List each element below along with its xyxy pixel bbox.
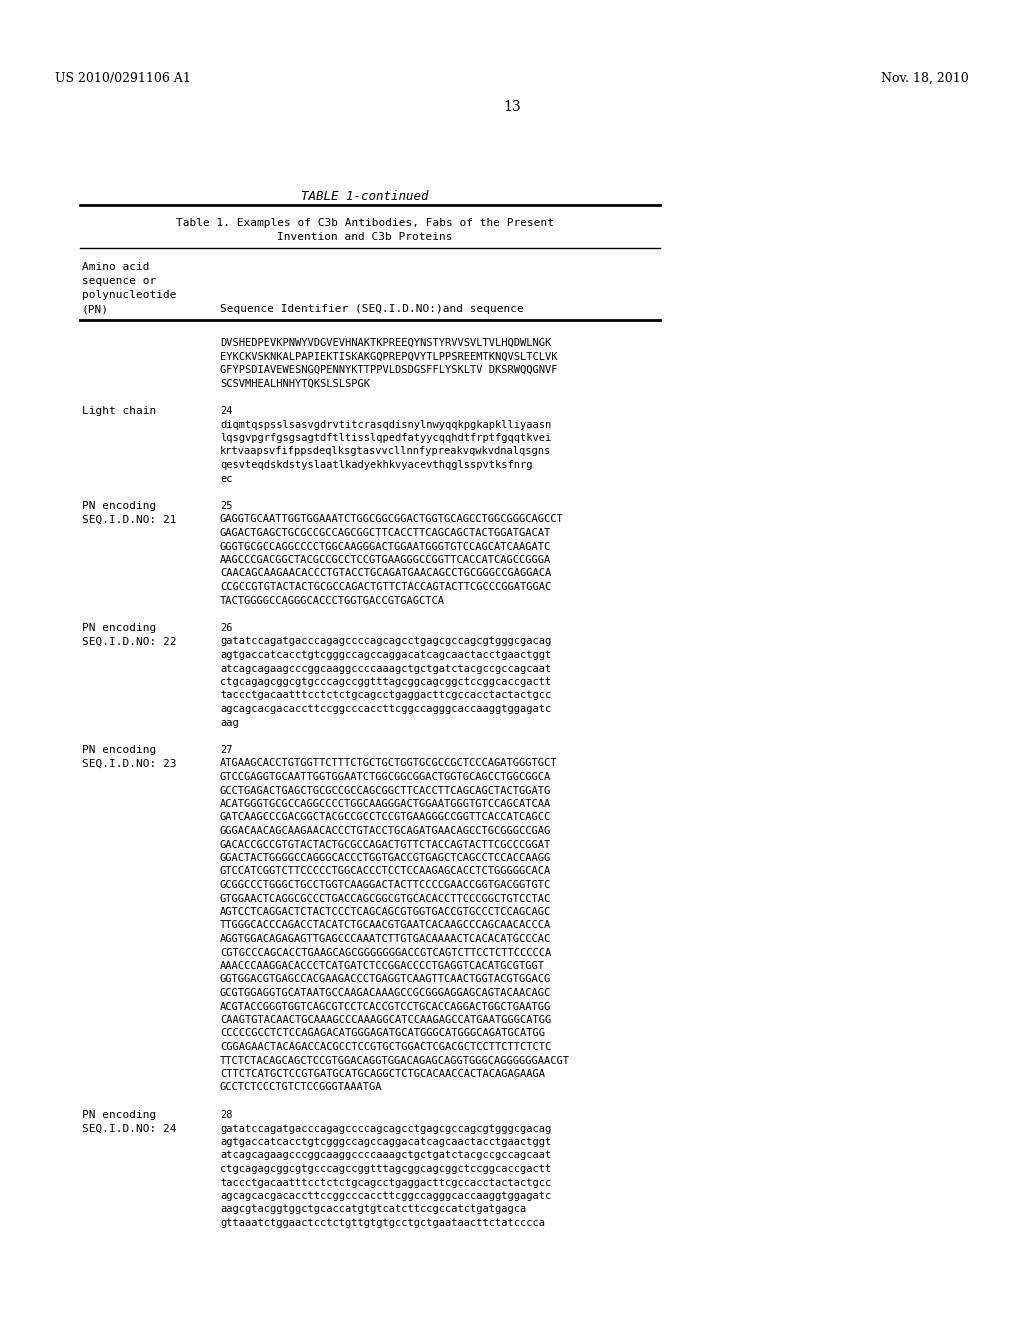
Text: gatatccagatgacccagagccccagcagcctgagcgccagcgtgggcgacag: gatatccagatgacccagagccccagcagcctgagcgcca…	[220, 1123, 551, 1134]
Text: ATGAAGCACCTGTGGTTCTTTCTGCTGCTGGTGCGCCGCTCCCAGATGGGTGCT: ATGAAGCACCTGTGGTTCTTTCTGCTGCTGGTGCGCCGCT…	[220, 759, 557, 768]
Text: AAGCCCGACGGCTACGCCGCCTCCGTGAAGGGCCGGTTCACCATCAGCCGGGA: AAGCCCGACGGCTACGCCGCCTCCGTGAAGGGCCGGTTCA…	[220, 554, 551, 565]
Text: GAGGTGCAATTGGTGGAAATCTGGCGGCGGACTGGTGCAGCCTGGCGGGCAGCCT: GAGGTGCAATTGGTGGAAATCTGGCGGCGGACTGGTGCAG…	[220, 515, 564, 524]
Text: SCSVMHEALHNHYTQKSLSLSPGK: SCSVMHEALHNHYTQKSLSLSPGK	[220, 379, 370, 388]
Text: GTCCGAGGTGCAATTGGTGGAATCTGGCGGCGGACTGGTGCAGCCTGGCGGCA: GTCCGAGGTGCAATTGGTGGAATCTGGCGGCGGACTGGTG…	[220, 772, 551, 781]
Text: SEQ.I.D.NO: 23: SEQ.I.D.NO: 23	[82, 759, 176, 768]
Text: krtvaapsvfifppsdeqlksgtasvvcllnnfypreakvqwkvdnalqsgns: krtvaapsvfifppsdeqlksgtasvvcllnnfypreakv…	[220, 446, 551, 457]
Text: PN encoding: PN encoding	[82, 1110, 157, 1119]
Text: SEQ.I.D.NO: 21: SEQ.I.D.NO: 21	[82, 515, 176, 524]
Text: GCGTGGAGGTGCATAATGCCAAGACAAAGCCGCGGGAGGAGCAGTACAACAGC: GCGTGGAGGTGCATAATGCCAAGACAAAGCCGCGGGAGGA…	[220, 987, 551, 998]
Text: 13: 13	[503, 100, 521, 114]
Text: TTGGGCACCCAGACCTACATCTGCAACGTGAATCACAAGCCCAGCAACACCCA: TTGGGCACCCAGACCTACATCTGCAACGTGAATCACAAGC…	[220, 920, 551, 931]
Text: GTGGAACTCAGGCGCCCTGACCAGCGGCGTGCACACCTTCCCGGCTGTCCTAC: GTGGAACTCAGGCGCCCTGACCAGCGGCGTGCACACCTTC…	[220, 894, 551, 903]
Text: GGTGGACGTGAGCCACGAAGACCCTGAGGTCAAGTTCAACTGGTACGTGGACG: GGTGGACGTGAGCCACGAAGACCCTGAGGTCAAGTTCAAC…	[220, 974, 551, 985]
Text: agtgaccatcacctgtcgggccagccaggacatcagcaactacctgaactggt: agtgaccatcacctgtcgggccagccaggacatcagcaac…	[220, 649, 551, 660]
Text: lqsgvpgrfgsgsagtdftltisslqpedfatyycqqhdtfrptfgqqtkvei: lqsgvpgrfgsgsagtdftltisslqpedfatyycqqhdt…	[220, 433, 551, 444]
Text: sequence or: sequence or	[82, 276, 157, 286]
Text: CTTCTCATGCTCCGTGATGCATGCAGGCTCTGCACAACCACTACAGAGAAGA: CTTCTCATGCTCCGTGATGCATGCAGGCTCTGCACAACCA…	[220, 1069, 545, 1078]
Text: Amino acid: Amino acid	[82, 261, 150, 272]
Text: 28: 28	[220, 1110, 232, 1119]
Text: GCGGCCCTGGGCTGCCTGGTCAAGGACTACTTCCCCGAACCGGTGACGGTGTC: GCGGCCCTGGGCTGCCTGGTCAAGGACTACTTCCCCGAAC…	[220, 880, 551, 890]
Text: CGGAGAACTACAGACCACGCCTCCGTGCTGGACTCGACGCTCCTTCTTCTCTC: CGGAGAACTACAGACCACGCCTCCGTGCTGGACTCGACGC…	[220, 1041, 551, 1052]
Text: PN encoding: PN encoding	[82, 502, 157, 511]
Text: atcagcagaagcccggcaaggccccaaagctgctgatctacgccgccagcaat: atcagcagaagcccggcaaggccccaaagctgctgatcta…	[220, 1151, 551, 1160]
Text: GCCTGAGACTGAGCTGCGCCGCCAGCGGCTTCACCTTCAGCAGCTACTGGATG: GCCTGAGACTGAGCTGCGCCGCCAGCGGCTTCACCTTCAG…	[220, 785, 551, 796]
Text: aagcgtacggtggctgcaccatgtgtcatcttccgccatctgatgagca: aagcgtacggtggctgcaccatgtgtcatcttccgccatc…	[220, 1204, 526, 1214]
Text: PN encoding: PN encoding	[82, 623, 157, 634]
Text: 24: 24	[220, 407, 232, 416]
Text: qesvteqdskdstyslaatlkadyekhkvyacevthqglsspvtksfnrg: qesvteqdskdstyslaatlkadyekhkvyacevthqgls…	[220, 459, 532, 470]
Text: SEQ.I.D.NO: 22: SEQ.I.D.NO: 22	[82, 636, 176, 647]
Text: TTCTCTACAGCAGCTCCGTGGACAGGTGGACAGAGCAGGTGGGCAGGGGGGAACGT: TTCTCTACAGCAGCTCCGTGGACAGGTGGACAGAGCAGGT…	[220, 1056, 570, 1065]
Text: 27: 27	[220, 744, 232, 755]
Text: ec: ec	[220, 474, 232, 483]
Text: agcagcacgacaccttccggcccaccttcggccagggcaccaaggtggagatc: agcagcacgacaccttccggcccaccttcggccagggcac…	[220, 704, 551, 714]
Text: Table 1. Examples of C3b Antibodies, Fabs of the Present: Table 1. Examples of C3b Antibodies, Fab…	[176, 218, 554, 228]
Text: TABLE 1-continued: TABLE 1-continued	[301, 190, 429, 203]
Text: 25: 25	[220, 502, 232, 511]
Text: AAACCCAAGGACACCCTCATGATCTCCGGACCCCTGAGGTCACATGCGTGGT: AAACCCAAGGACACCCTCATGATCTCCGGACCCCTGAGGT…	[220, 961, 545, 972]
Text: gttaaatctggaactcctctgttgtgtgcctgctgaataacttctatcccca: gttaaatctggaactcctctgttgtgtgcctgctgaataa…	[220, 1218, 545, 1228]
Text: GACACCGCCGTGTACTACTGCGCCAGACTGTTCTACCAGTACTTCGCCCGGAT: GACACCGCCGTGTACTACTGCGCCAGACTGTTCTACCAGT…	[220, 840, 551, 850]
Text: Light chain: Light chain	[82, 407, 157, 416]
Text: CAACAGCAAGAACACCCTGTACCTGCAGATGAACAGCCTGCGGGCCGAGGACA: CAACAGCAAGAACACCCTGTACCTGCAGATGAACAGCCTG…	[220, 569, 551, 578]
Text: ACATGGGTGCGCCAGGCCCCTGGCAAGGGACTGGAATGGGTGTCCAGCATCAA: ACATGGGTGCGCCAGGCCCCTGGCAAGGGACTGGAATGGG…	[220, 799, 551, 809]
Text: agcagcacgacaccttccggcccaccttcggccagggcaccaaggtggagatc: agcagcacgacaccttccggcccaccttcggccagggcac…	[220, 1191, 551, 1201]
Text: atcagcagaagcccggcaaggccccaaagctgctgatctacgccgccagcaat: atcagcagaagcccggcaaggccccaaagctgctgatcta…	[220, 664, 551, 673]
Text: PN encoding: PN encoding	[82, 744, 157, 755]
Text: GGGACAACAGCAAGAACACCCTGTACCTGCAGATGAACAGCCTGCGGGCCGAG: GGGACAACAGCAAGAACACCCTGTACCTGCAGATGAACAG…	[220, 826, 551, 836]
Text: GCCTCTCCCTGTCTCCGGGTAAATGA: GCCTCTCCCTGTCTCCGGGTAAATGA	[220, 1082, 383, 1093]
Text: EYKCKVSKNKALPAPIEKTISKAKGQPREPQVYTLPPSREEMTKNQVSLTCLVK: EYKCKVSKNKALPAPIEKTISKAKGQPREPQVYTLPPSRE…	[220, 351, 557, 362]
Text: 26: 26	[220, 623, 232, 634]
Text: GAGACTGAGCTGCGCCGCCAGCGGCTTCACCTTCAGCAGCTACTGGATGACAT: GAGACTGAGCTGCGCCGCCAGCGGCTTCACCTTCAGCAGC…	[220, 528, 551, 539]
Text: AGGTGGACAGAGAGTTGAGCCCAAATCTTGTGACAAAACTCACACATGCCCAC: AGGTGGACAGAGAGTTGAGCCCAAATCTTGTGACAAAACT…	[220, 935, 551, 944]
Text: GGGTGCGCCAGGCCCCTGGCAAGGGACTGGAATGGGTGTCCAGCATCAAGATC: GGGTGCGCCAGGCCCCTGGCAAGGGACTGGAATGGGTGTC…	[220, 541, 551, 552]
Text: US 2010/0291106 A1: US 2010/0291106 A1	[55, 73, 190, 84]
Text: GTCCATCGGTCTTCCCCCTGGCACCCTCCTCCAAGAGCACCTCTGGGGGCACA: GTCCATCGGTCTTCCCCCTGGCACCCTCCTCCAAGAGCAC…	[220, 866, 551, 876]
Text: GFYPSDIAVEWESNGQPENNYKTTPPVLDSDGSFFLYSKLTV DKSRWQQGNVF: GFYPSDIAVEWESNGQPENNYKTTPPVLDSDGSFFLYSKL…	[220, 366, 557, 375]
Text: gatatccagatgacccagagccccagcagcctgagcgccagcgtgggcgacag: gatatccagatgacccagagccccagcagcctgagcgcca…	[220, 636, 551, 647]
Text: diqmtqspsslsasvgdrvtitcrasqdisnylnwyqqkpgkapklliyaasn: diqmtqspsslsasvgdrvtitcrasqdisnylnwyqqkp…	[220, 420, 551, 429]
Text: CAAGTGTACAACTGCAAAGCCCAAAGGCATCCAAGAGCCATGAATGGGCATGG: CAAGTGTACAACTGCAAAGCCCAAAGGCATCCAAGAGCCA…	[220, 1015, 551, 1026]
Text: Nov. 18, 2010: Nov. 18, 2010	[882, 73, 969, 84]
Text: (PN): (PN)	[82, 304, 109, 314]
Text: GGACTACTGGGGCCAGGGCACCCTGGTGACCGTGAGCTCAGCCTCCACCAAGG: GGACTACTGGGGCCAGGGCACCCTGGTGACCGTGAGCTCA…	[220, 853, 551, 863]
Text: SEQ.I.D.NO: 24: SEQ.I.D.NO: 24	[82, 1123, 176, 1134]
Text: ctgcagagcggcgtgcccagccggtttagcggcagcggctccggcaccgactt: ctgcagagcggcgtgcccagccggtttagcggcagcggct…	[220, 677, 551, 686]
Text: polynucleotide: polynucleotide	[82, 290, 176, 300]
Text: Sequence Identifier (SEQ.I.D.NO:)and sequence: Sequence Identifier (SEQ.I.D.NO:)and seq…	[220, 304, 523, 314]
Text: ctgcagagcggcgtgcccagccggtttagcggcagcggctccggcaccgactt: ctgcagagcggcgtgcccagccggtttagcggcagcggct…	[220, 1164, 551, 1173]
Text: CCCCCGCCTCTCCAGAGACATGGGAGATGCATGGGCATGGGCAGATGCATGG: CCCCCGCCTCTCCAGAGACATGGGAGATGCATGGGCATGG…	[220, 1028, 545, 1039]
Text: CCGCCGTGTACTACTGCGCCAGACTGTTCTACCAGTACTTCGCCCGGATGGAC: CCGCCGTGTACTACTGCGCCAGACTGTTCTACCAGTACTT…	[220, 582, 551, 591]
Text: DVSHEDPEVKPNWYVDGVEVHNAKTKPREEQYNSTYRVVSVLTVLHQDWLNGK: DVSHEDPEVKPNWYVDGVEVHNAKTKPREEQYNSTYRVVS…	[220, 338, 551, 348]
Text: AGTCCTCAGGACTCTACTCCCTCAGCAGCGTGGTGACCGTGCCCTCCAGCAGC: AGTCCTCAGGACTCTACTCCCTCAGCAGCGTGGTGACCGT…	[220, 907, 551, 917]
Text: TACTGGGGCCAGGGCACCCTGGTGACCGTGAGCTCA: TACTGGGGCCAGGGCACCCTGGTGACCGTGAGCTCA	[220, 595, 445, 606]
Text: Invention and C3b Proteins: Invention and C3b Proteins	[278, 232, 453, 242]
Text: GATCAAGCCCGACGGCTACGCCGCCTCCGTGAAGGGCCGGTTCACCATCAGCC: GATCAAGCCCGACGGCTACGCCGCCTCCGTGAAGGGCCGG…	[220, 813, 551, 822]
Text: agtgaccatcacctgtcgggccagccaggacatcagcaactacctgaactggt: agtgaccatcacctgtcgggccagccaggacatcagcaac…	[220, 1137, 551, 1147]
Text: ACGTACCGGGTGGTCAGCGTCCTCACCGTCCTGCACCAGGACTGGCTGAATGG: ACGTACCGGGTGGTCAGCGTCCTCACCGTCCTGCACCAGG…	[220, 1002, 551, 1011]
Text: aag: aag	[220, 718, 239, 727]
Text: CGTGCCCAGCACCTGAAGCAGCGGGGGGGACCGTCAGTCTTCCTCTTCCCCCA: CGTGCCCAGCACCTGAAGCAGCGGGGGGGACCGTCAGTCT…	[220, 948, 551, 957]
Text: taccctgacaatttcctctctgcagcctgaggacttcgccacctactactgcc: taccctgacaatttcctctctgcagcctgaggacttcgcc…	[220, 690, 551, 701]
Text: taccctgacaatttcctctctgcagcctgaggacttcgccacctactactgcc: taccctgacaatttcctctctgcagcctgaggacttcgcc…	[220, 1177, 551, 1188]
